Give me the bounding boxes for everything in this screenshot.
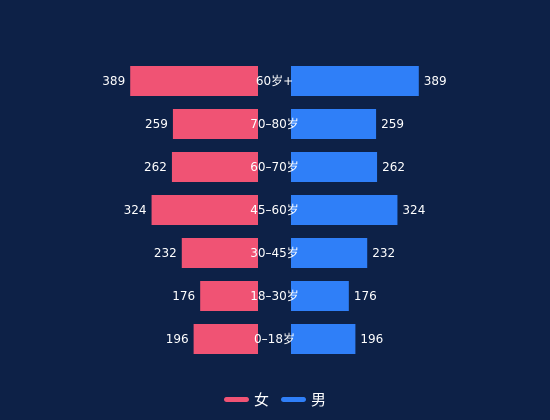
- bars-group: [130, 66, 419, 354]
- value-label-female-5: 176: [172, 289, 195, 303]
- legend[interactable]: 女男: [224, 391, 326, 409]
- value-label-male-6: 196: [360, 332, 383, 346]
- bar-male-3[interactable]: [291, 195, 398, 225]
- bar-female-0[interactable]: [130, 66, 258, 96]
- value-label-male-5: 176: [354, 289, 377, 303]
- bar-male-2[interactable]: [291, 152, 378, 182]
- value-label-female-0: 389: [102, 74, 125, 88]
- bar-female-6[interactable]: [193, 324, 258, 354]
- bar-female-5[interactable]: [200, 281, 258, 311]
- bar-male-6[interactable]: [291, 324, 356, 354]
- legend-label-1[interactable]: 男: [311, 391, 326, 409]
- value-label-female-4: 232: [154, 246, 177, 260]
- value-label-male-3: 324: [402, 203, 425, 217]
- bar-female-1[interactable]: [172, 109, 258, 139]
- bar-female-3[interactable]: [151, 195, 258, 225]
- category-label-1: 70–80岁: [250, 116, 299, 131]
- category-label-0: 60岁+: [256, 73, 293, 88]
- labels-group: 389 389 60岁+ 259 259 70–80岁 262 262 60–70岁 324 324…: [102, 73, 446, 346]
- value-label-female-1: 259: [145, 117, 168, 131]
- bar-male-5[interactable]: [291, 281, 349, 311]
- value-label-male-4: 232: [372, 246, 395, 260]
- legend-swatch-0[interactable]: [224, 397, 249, 402]
- value-label-female-2: 262: [144, 160, 167, 174]
- bar-male-4[interactable]: [291, 238, 368, 268]
- category-label-3: 45–60岁: [250, 202, 299, 217]
- value-label-male-0: 389: [424, 74, 447, 88]
- category-label-2: 60–70岁: [250, 159, 299, 174]
- bar-male-0[interactable]: [291, 66, 419, 96]
- category-label-4: 30–45岁: [250, 245, 299, 260]
- value-label-male-2: 262: [382, 160, 405, 174]
- value-label-male-1: 259: [381, 117, 404, 131]
- category-label-6: 0–18岁: [254, 331, 295, 346]
- bar-female-2[interactable]: [171, 152, 258, 182]
- bar-female-4[interactable]: [181, 238, 258, 268]
- value-label-female-3: 324: [124, 203, 147, 217]
- value-label-female-6: 196: [166, 332, 189, 346]
- legend-swatch-1[interactable]: [281, 397, 306, 402]
- bar-male-1[interactable]: [291, 109, 377, 139]
- category-label-5: 18–30岁: [250, 288, 299, 303]
- legend-label-0[interactable]: 女: [254, 391, 269, 409]
